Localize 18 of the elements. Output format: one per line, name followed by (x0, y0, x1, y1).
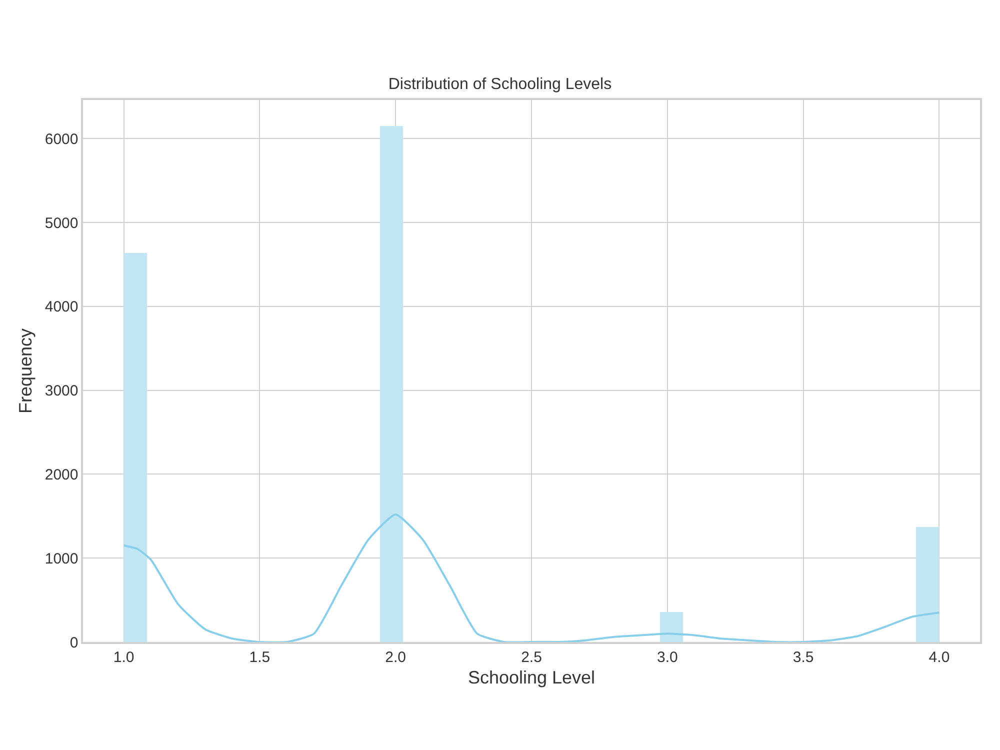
y-tick-label: 1000 (44, 550, 78, 568)
chart-title: Distribution of Schooling Levels (388, 76, 612, 94)
x-tick-label: 3.0 (656, 648, 678, 666)
y-tick-label: 5000 (44, 214, 78, 232)
y-tick-label: 0 (70, 634, 78, 652)
y-tick-label: 4000 (44, 298, 78, 316)
line-series (122, 513, 940, 642)
x-tick-label: 1.0 (113, 648, 134, 666)
y-tick-label: 6000 (44, 130, 78, 148)
y-axis-title: Frequency (16, 328, 36, 414)
x-tick-label: 1.5 (249, 648, 270, 666)
x-tick-label: 3.5 (792, 648, 814, 666)
x-tick-label: 2.5 (521, 648, 542, 666)
x-tick-label: 2.0 (385, 648, 406, 666)
x-axis-title: Schooling Level (468, 667, 596, 688)
y-tick-label: 2000 (44, 466, 78, 484)
x-tick-label: 4.0 (928, 648, 950, 666)
y-tick-label: 3000 (44, 382, 78, 400)
